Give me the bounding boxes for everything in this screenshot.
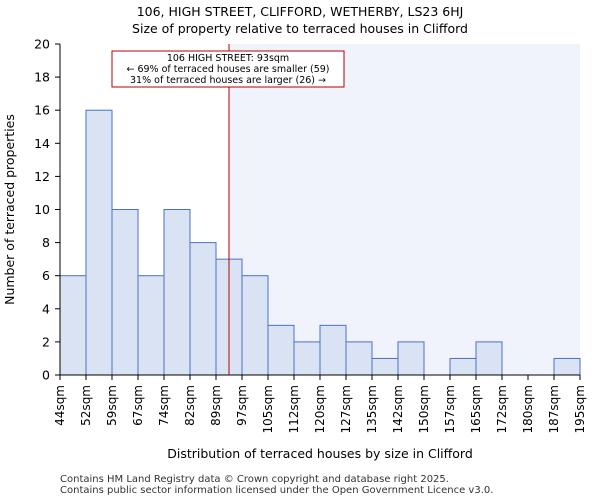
- y-tick-label: 2: [42, 334, 50, 349]
- x-tick-label: 67sqm: [131, 385, 145, 426]
- bar-59sqm: [111, 209, 139, 376]
- x-tick-label: 89sqm: [209, 385, 223, 426]
- y-tick-label: 8: [42, 235, 50, 250]
- bar-112sqm: [293, 341, 321, 376]
- bar-127sqm: [345, 341, 373, 376]
- x-tick-label: 105sqm: [261, 385, 275, 433]
- y-tick-label: 0: [42, 368, 50, 383]
- x-tick-label: 82sqm: [183, 385, 197, 426]
- y-tick-label: 4: [42, 301, 50, 316]
- x-tick-label: 135sqm: [365, 385, 379, 433]
- y-tick-label: 16: [34, 103, 50, 118]
- y-tick-label: 6: [42, 268, 50, 283]
- x-tick-label: 120sqm: [313, 385, 327, 433]
- x-tick-label: 44sqm: [53, 385, 67, 426]
- bar-97sqm: [241, 275, 269, 376]
- chart-title: 106, HIGH STREET, CLIFFORD, WETHERBY, LS…: [136, 4, 464, 19]
- x-tick-label: 195sqm: [573, 385, 587, 433]
- bar-157sqm: [449, 357, 477, 376]
- footer-line-2: Contains public sector information licen…: [60, 485, 494, 496]
- annotation-box: [111, 50, 345, 88]
- bar-165sqm: [475, 341, 503, 376]
- bar-44sqm: [59, 275, 87, 376]
- bar-142sqm: [397, 341, 425, 376]
- x-tick-label: 127sqm: [339, 385, 353, 433]
- bar-187sqm: [553, 357, 581, 376]
- x-tick-label: 180sqm: [521, 385, 535, 433]
- x-tick-label: 150sqm: [417, 385, 431, 433]
- x-tick-label: 172sqm: [495, 385, 509, 433]
- bar-52sqm: [85, 109, 113, 376]
- annotation-line-2: ← 69% of terraced houses are smaller (59…: [126, 64, 329, 75]
- y-tick-label: 20: [34, 37, 50, 52]
- x-tick-label: 74sqm: [157, 385, 171, 426]
- y-axis-label: Number of terraced properties: [2, 114, 17, 305]
- bar-74sqm: [163, 209, 191, 376]
- bar-135sqm: [371, 357, 399, 376]
- bar-105sqm: [267, 324, 295, 376]
- bar-120sqm: [319, 324, 347, 376]
- annotation-line-3: 31% of terraced houses are larger (26) →: [130, 75, 326, 86]
- bar-67sqm: [137, 275, 165, 376]
- y-tick-label: 10: [34, 202, 50, 217]
- bar-82sqm: [189, 242, 217, 376]
- footer-line-1: Contains HM Land Registry data © Crown c…: [60, 474, 449, 485]
- x-tick-label: 59sqm: [105, 385, 119, 426]
- annotation-line-1: 106 HIGH STREET: 93sqm: [167, 53, 289, 64]
- x-tick-label: 112sqm: [287, 385, 301, 433]
- x-axis-label: Distribution of terraced houses by size …: [167, 446, 473, 461]
- y-tick-label: 18: [34, 70, 50, 85]
- x-tick-label: 52sqm: [79, 385, 93, 426]
- x-tick-label: 97sqm: [235, 385, 249, 426]
- x-tick-label: 157sqm: [443, 385, 457, 433]
- shaded-region-larger: [229, 44, 580, 375]
- chart-subtitle: Size of property relative to terraced ho…: [132, 21, 468, 36]
- y-tick-label: 12: [34, 169, 50, 184]
- x-tick-label: 187sqm: [547, 385, 561, 433]
- x-tick-label: 165sqm: [469, 385, 483, 433]
- y-tick-label: 14: [34, 136, 50, 151]
- x-tick-label: 142sqm: [391, 385, 405, 433]
